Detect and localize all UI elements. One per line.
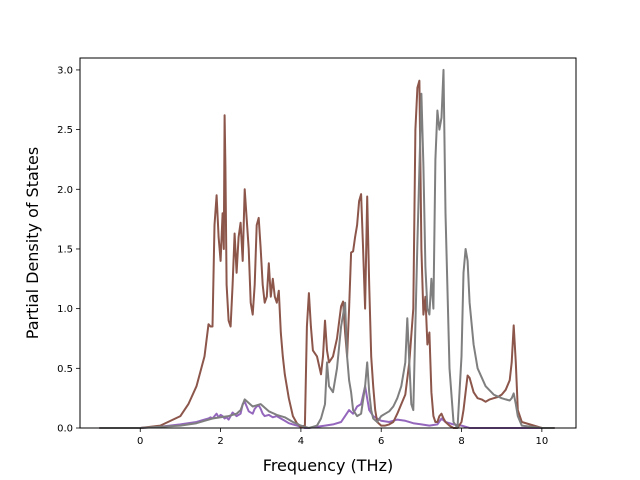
y-tick-label: 1.5 bbox=[57, 244, 73, 255]
x-tick-label: 6 bbox=[378, 436, 384, 447]
plot-frame bbox=[79, 57, 577, 429]
y-tick-label: 1.0 bbox=[57, 304, 73, 315]
y-tick-label: 0.5 bbox=[57, 364, 73, 375]
x-tick-label: 2 bbox=[217, 436, 223, 447]
x-tick-label: 10 bbox=[535, 436, 548, 447]
y-tick-label: 3.0 bbox=[57, 65, 73, 76]
series-line-2 bbox=[99, 68, 555, 429]
x-axis-ticks: 0 2 4 6 8 10 bbox=[137, 428, 548, 447]
y-axis-ticks: 0.0 0.5 1.0 1.5 2.0 2.5 3.0 bbox=[57, 65, 80, 435]
x-tick-label: 4 bbox=[298, 436, 304, 447]
y-tick-label: 0.0 bbox=[57, 424, 73, 435]
x-axis-label: Frequency (THz) bbox=[263, 456, 393, 475]
x-tick-label: 0 bbox=[137, 436, 143, 447]
y-tick-label: 2.0 bbox=[57, 185, 73, 196]
x-tick-label: 8 bbox=[458, 436, 464, 447]
y-axis-label: Partial Density of States bbox=[23, 147, 42, 339]
y-tick-label: 2.5 bbox=[57, 125, 73, 136]
